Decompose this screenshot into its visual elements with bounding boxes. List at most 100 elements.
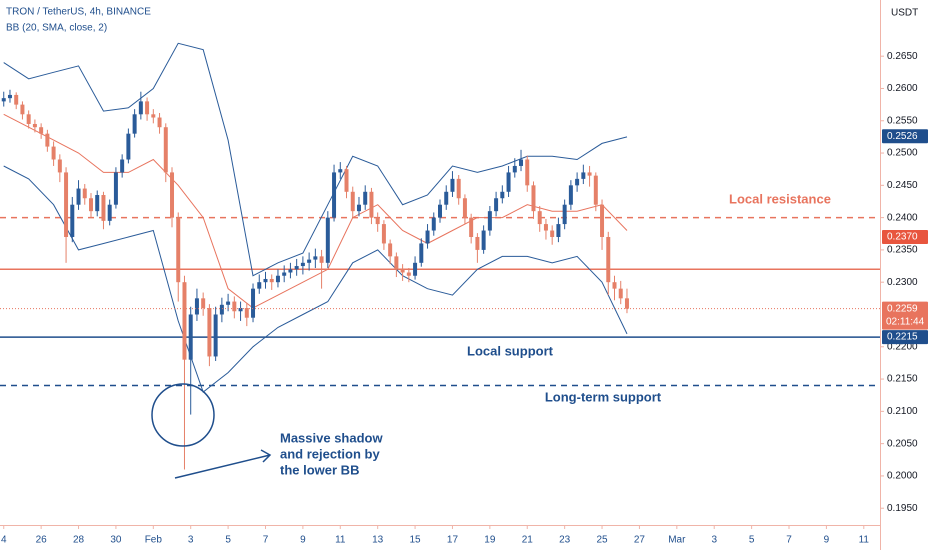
candle-body bbox=[413, 262, 418, 276]
candle-body bbox=[581, 172, 586, 179]
level-label: Local support bbox=[467, 343, 554, 358]
candle-body bbox=[556, 224, 561, 237]
price-box bbox=[882, 330, 928, 345]
candle-body bbox=[64, 172, 69, 237]
highlight-circle bbox=[151, 383, 215, 447]
candle-body bbox=[138, 101, 143, 115]
candle-body bbox=[163, 127, 168, 173]
annotation: the lower BB bbox=[280, 462, 359, 477]
price-box-label: 0.2215 bbox=[887, 332, 918, 343]
x-tick-label: 21 bbox=[522, 535, 534, 546]
price-box-label: 0.2370 bbox=[887, 232, 918, 243]
candle-body bbox=[419, 243, 424, 263]
candle-body bbox=[593, 175, 598, 205]
candle-body bbox=[263, 278, 268, 283]
candle-body bbox=[126, 133, 131, 160]
level-label: Local resistance bbox=[729, 191, 831, 206]
candle-body bbox=[506, 172, 511, 192]
x-tick-label: 9 bbox=[824, 535, 830, 546]
candle-body bbox=[481, 230, 486, 250]
candle-body bbox=[537, 211, 542, 225]
candle-body bbox=[188, 314, 193, 360]
x-tick-label: 7 bbox=[263, 535, 269, 546]
candle-body bbox=[51, 146, 56, 160]
arrow bbox=[174, 449, 272, 479]
candle-body bbox=[76, 188, 81, 205]
candle-body bbox=[587, 172, 592, 176]
y-tick-label: 0.2100 bbox=[887, 406, 918, 417]
candle-body bbox=[70, 204, 75, 237]
candle-body bbox=[313, 256, 318, 260]
x-tick-label: 7 bbox=[786, 535, 792, 546]
y-tick-label: 0.2150 bbox=[887, 374, 918, 385]
y-tick-label: 0.2650 bbox=[887, 51, 918, 62]
candle-body bbox=[363, 191, 368, 205]
x-tick-label: 19 bbox=[484, 535, 496, 546]
candle-body bbox=[456, 178, 461, 199]
level-label: Long-term support bbox=[545, 389, 662, 404]
price-box-label: 0.2526 bbox=[887, 131, 918, 142]
x-tick-label: 26 bbox=[36, 535, 48, 546]
candle-body bbox=[350, 191, 355, 212]
candle-body bbox=[194, 298, 199, 315]
candle-body bbox=[251, 288, 256, 318]
candle-body bbox=[369, 191, 374, 218]
x-tick-label: 28 bbox=[73, 535, 85, 546]
candle-body bbox=[39, 127, 44, 134]
candle-body bbox=[201, 298, 206, 309]
annotation: and rejection by bbox=[280, 446, 380, 461]
candle-body bbox=[95, 195, 100, 212]
candle-body bbox=[238, 308, 243, 312]
y-tick-label: 0.2450 bbox=[887, 180, 918, 191]
bb-middle bbox=[3, 113, 628, 309]
candle-body bbox=[519, 159, 524, 166]
candle-body bbox=[568, 185, 573, 205]
candle-body bbox=[618, 288, 623, 299]
candle-body bbox=[14, 94, 19, 105]
axis-unit: USDT bbox=[891, 8, 918, 19]
candle-body bbox=[462, 198, 467, 218]
x-tick-label: 11 bbox=[859, 535, 870, 546]
candle-body bbox=[244, 308, 249, 318]
y-tick-label: 0.2050 bbox=[887, 438, 918, 449]
y-tick-label: 0.2200 bbox=[887, 341, 918, 352]
candle-body bbox=[325, 217, 330, 263]
candle-body bbox=[132, 114, 137, 134]
y-tick-label: 0.2300 bbox=[887, 277, 918, 288]
y-tick-label: 0.2500 bbox=[887, 148, 918, 159]
chart-title: TRON / TetherUS, 4h, BINANCE bbox=[6, 7, 151, 18]
candle-body bbox=[394, 256, 399, 270]
candle-body bbox=[406, 272, 411, 276]
candle-body bbox=[531, 185, 536, 212]
candle-body bbox=[500, 191, 505, 199]
candle-body bbox=[294, 266, 299, 270]
candle-body bbox=[26, 114, 31, 124]
candle-body bbox=[438, 204, 442, 218]
candle-body bbox=[512, 165, 517, 173]
candle-body bbox=[82, 188, 87, 199]
candle-body bbox=[176, 217, 181, 283]
x-tick-label: 27 bbox=[634, 535, 646, 546]
candle-body bbox=[88, 198, 93, 212]
candle-body bbox=[487, 211, 492, 231]
y-tick-label: 0.2550 bbox=[887, 115, 918, 126]
candle-body bbox=[107, 204, 112, 221]
y-tick-label: 0.2350 bbox=[887, 245, 918, 256]
candle-body bbox=[57, 159, 62, 173]
candle-body bbox=[300, 262, 305, 267]
candle-body bbox=[475, 236, 480, 250]
bb-lower bbox=[3, 165, 628, 393]
candle-body bbox=[101, 195, 106, 221]
y-tick-label: 0.2400 bbox=[887, 212, 918, 223]
candle-body bbox=[232, 301, 237, 312]
candle-body bbox=[431, 217, 436, 231]
y-tick-label: 0.2600 bbox=[887, 83, 918, 94]
candle-body bbox=[525, 159, 530, 186]
candle-body bbox=[319, 256, 324, 263]
price-box bbox=[882, 129, 928, 144]
candle-body bbox=[450, 178, 455, 192]
candle-body bbox=[213, 314, 218, 357]
candle-body bbox=[32, 123, 37, 128]
x-tick-label: 23 bbox=[559, 535, 571, 546]
